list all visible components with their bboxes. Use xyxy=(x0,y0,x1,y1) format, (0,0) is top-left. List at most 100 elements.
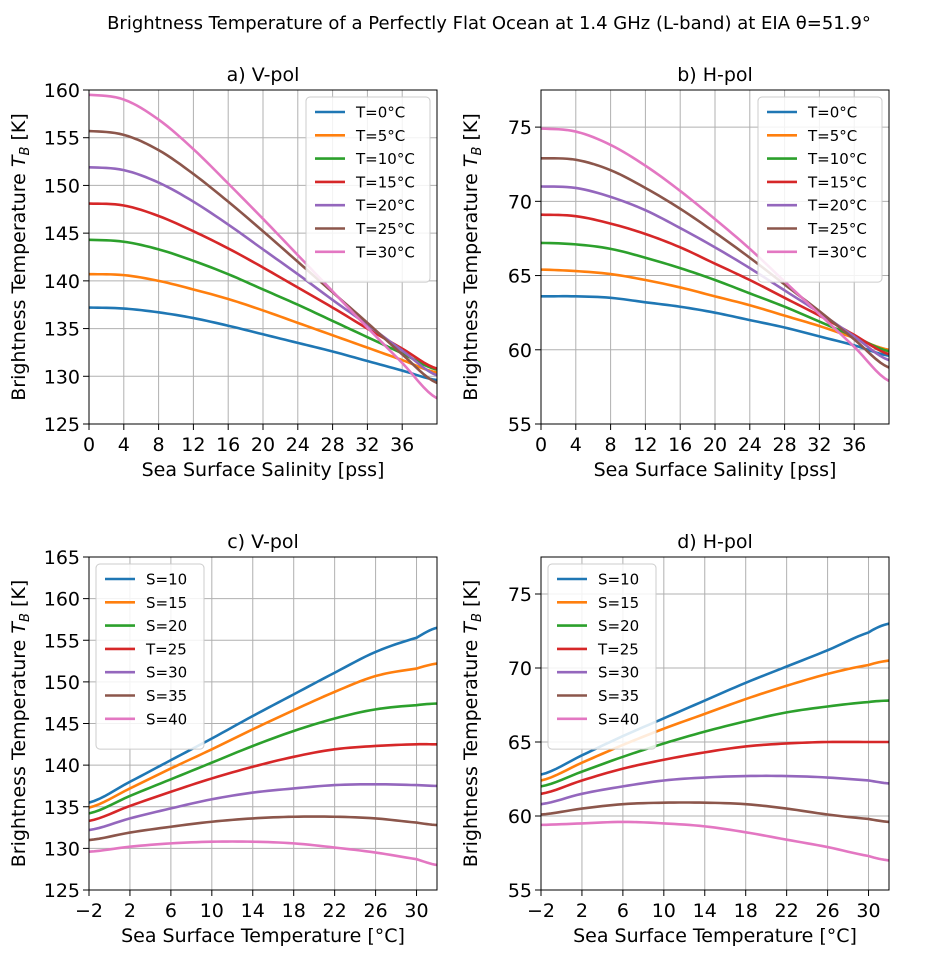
y-tick-label: 140 xyxy=(44,755,80,777)
y-tick-label: 150 xyxy=(44,175,80,197)
legend-frame xyxy=(95,563,205,750)
legend-label-3: T=25 xyxy=(145,640,187,658)
series-line-1 xyxy=(89,272,437,374)
legend-label-4: S=30 xyxy=(598,664,639,682)
x-tick-label: 6 xyxy=(165,900,177,922)
x-tick-label: 16 xyxy=(216,434,240,456)
x-tick-label: 36 xyxy=(842,434,866,456)
panel-a: 0 4 8 12 16 20 24 28 32 36 125 130 135 140 145 150 155 16… xyxy=(8,64,438,481)
x-tick-label: 0 xyxy=(83,434,95,456)
x-tick-label: −2 xyxy=(527,900,555,922)
y-tick-label: 160 xyxy=(44,589,80,611)
x-tick-label: 14 xyxy=(693,900,717,922)
y-tick-label: 130 xyxy=(44,838,80,860)
y-tick-label: 165 xyxy=(44,547,80,569)
legend-label-1: T=5°C xyxy=(807,127,857,145)
panel-title: b) H-pol xyxy=(677,64,753,86)
figure-title: Brightness Temperature of a Perfectly Fl… xyxy=(107,13,871,34)
panel-c: −2 2 6 10 14 18 22 26 30125130135140145150155160… xyxy=(8,531,438,947)
series-line-1 xyxy=(541,659,889,782)
legend-label-1: S=15 xyxy=(146,594,187,612)
x-tick-label: 8 xyxy=(605,434,617,456)
y-axis-label: Brightness Temperature TB [K] xyxy=(8,580,33,868)
y-tick-label: 65 xyxy=(508,732,532,754)
x-tick-label: 26 xyxy=(815,900,839,922)
legend-label-2: S=20 xyxy=(146,617,187,635)
x-tick-label: 22 xyxy=(323,900,347,922)
y-tick-label: 145 xyxy=(44,223,80,245)
x-axis-label: Sea Surface Temperature [°C] xyxy=(121,925,405,947)
series-line-2 xyxy=(89,702,437,815)
x-tick-label: 28 xyxy=(773,434,797,456)
x-axis-label: Sea Surface Salinity [pss] xyxy=(594,459,837,481)
legend-frame xyxy=(757,96,883,283)
x-tick-label: 10 xyxy=(200,900,224,922)
x-tick-label: 14 xyxy=(241,900,265,922)
panel-title: a) V-pol xyxy=(227,64,300,86)
panel-title: d) H-pol xyxy=(677,531,753,553)
x-tick-label: 18 xyxy=(734,900,758,922)
series-line-4 xyxy=(89,782,437,832)
legend: S=10 S=15 S=20 T=25 S=30 S=35 S=40 xyxy=(95,563,205,750)
y-tick-label: 75 xyxy=(508,117,532,139)
legend-label-3: T=25 xyxy=(597,640,639,658)
legend-label-0: S=10 xyxy=(598,571,639,589)
y-tick-label: 150 xyxy=(44,672,80,694)
plot-frame xyxy=(540,556,890,891)
y-axis-label: Brightness Temperature TB [K] xyxy=(460,580,485,868)
y-axis-label: Brightness Temperature TB [K] xyxy=(460,113,485,401)
legend-label-2: S=20 xyxy=(598,617,639,635)
series-line-0 xyxy=(89,626,437,804)
x-tick-label: 6 xyxy=(617,900,629,922)
y-tick-label: 130 xyxy=(44,366,80,388)
y-tick-label: 155 xyxy=(44,128,80,150)
legend-label-6: S=40 xyxy=(598,710,639,728)
y-tick-label: 70 xyxy=(508,191,532,213)
legend-frame xyxy=(547,563,657,750)
x-tick-label: −2 xyxy=(75,900,103,922)
legend-label-3: T=15°C xyxy=(807,173,867,191)
x-tick-label: 28 xyxy=(321,434,345,456)
x-axis-label: Sea Surface Salinity [pss] xyxy=(142,459,385,481)
x-tick-label: 2 xyxy=(576,900,588,922)
legend-label-6: T=30°C xyxy=(355,243,415,261)
legend-label-0: S=10 xyxy=(146,571,187,589)
y-tick-label: 60 xyxy=(508,806,532,828)
y-tick-label: 155 xyxy=(44,630,80,652)
x-tick-label: 4 xyxy=(118,434,130,456)
legend-label-3: T=15°C xyxy=(355,173,415,191)
ticks: 0 4 8 12 16 20 24 28 32 36 125 130 135 140 145 150 155 16… xyxy=(44,80,415,456)
series-group xyxy=(89,626,437,867)
x-tick-label: 24 xyxy=(738,434,762,456)
legend-label-5: T=25°C xyxy=(807,220,867,238)
series-line-3 xyxy=(541,740,889,796)
x-tick-label: 4 xyxy=(570,434,582,456)
legend: S=10 S=15 S=20 T=25 S=30 S=35 S=40 xyxy=(547,563,657,750)
series-line-6 xyxy=(89,840,437,867)
x-axis-label: Sea Surface Temperature [°C] xyxy=(573,925,857,947)
x-tick-label: 12 xyxy=(181,434,205,456)
x-tick-label: 12 xyxy=(633,434,657,456)
series-line-1 xyxy=(541,268,889,352)
series-group xyxy=(541,127,889,383)
series-line-6 xyxy=(541,820,889,862)
series-line-4 xyxy=(541,774,889,806)
x-tick-label: 18 xyxy=(282,900,306,922)
x-tick-label: 20 xyxy=(251,434,275,456)
legend-label-5: T=25°C xyxy=(355,220,415,238)
x-tick-label: 22 xyxy=(775,900,799,922)
y-tick-label: 135 xyxy=(44,797,80,819)
panel-b: 0 4 8 12 16 20 24 28 32 36 55 60 65 70 75 b) H-pol Sea S… xyxy=(460,64,890,481)
legend-label-5: S=35 xyxy=(146,687,187,705)
y-tick-label: 75 xyxy=(508,584,532,606)
legend-label-4: T=20°C xyxy=(807,197,867,215)
series-line-5 xyxy=(89,815,437,842)
series-line-5 xyxy=(541,801,889,824)
y-tick-label: 70 xyxy=(508,658,532,680)
series-line-6 xyxy=(541,127,889,383)
legend-label-0: T=0°C xyxy=(355,104,405,122)
legend: T=0°C T=5°C T=10°C T=15°C T=20°C T=25°C T=30°C xyxy=(305,96,431,283)
